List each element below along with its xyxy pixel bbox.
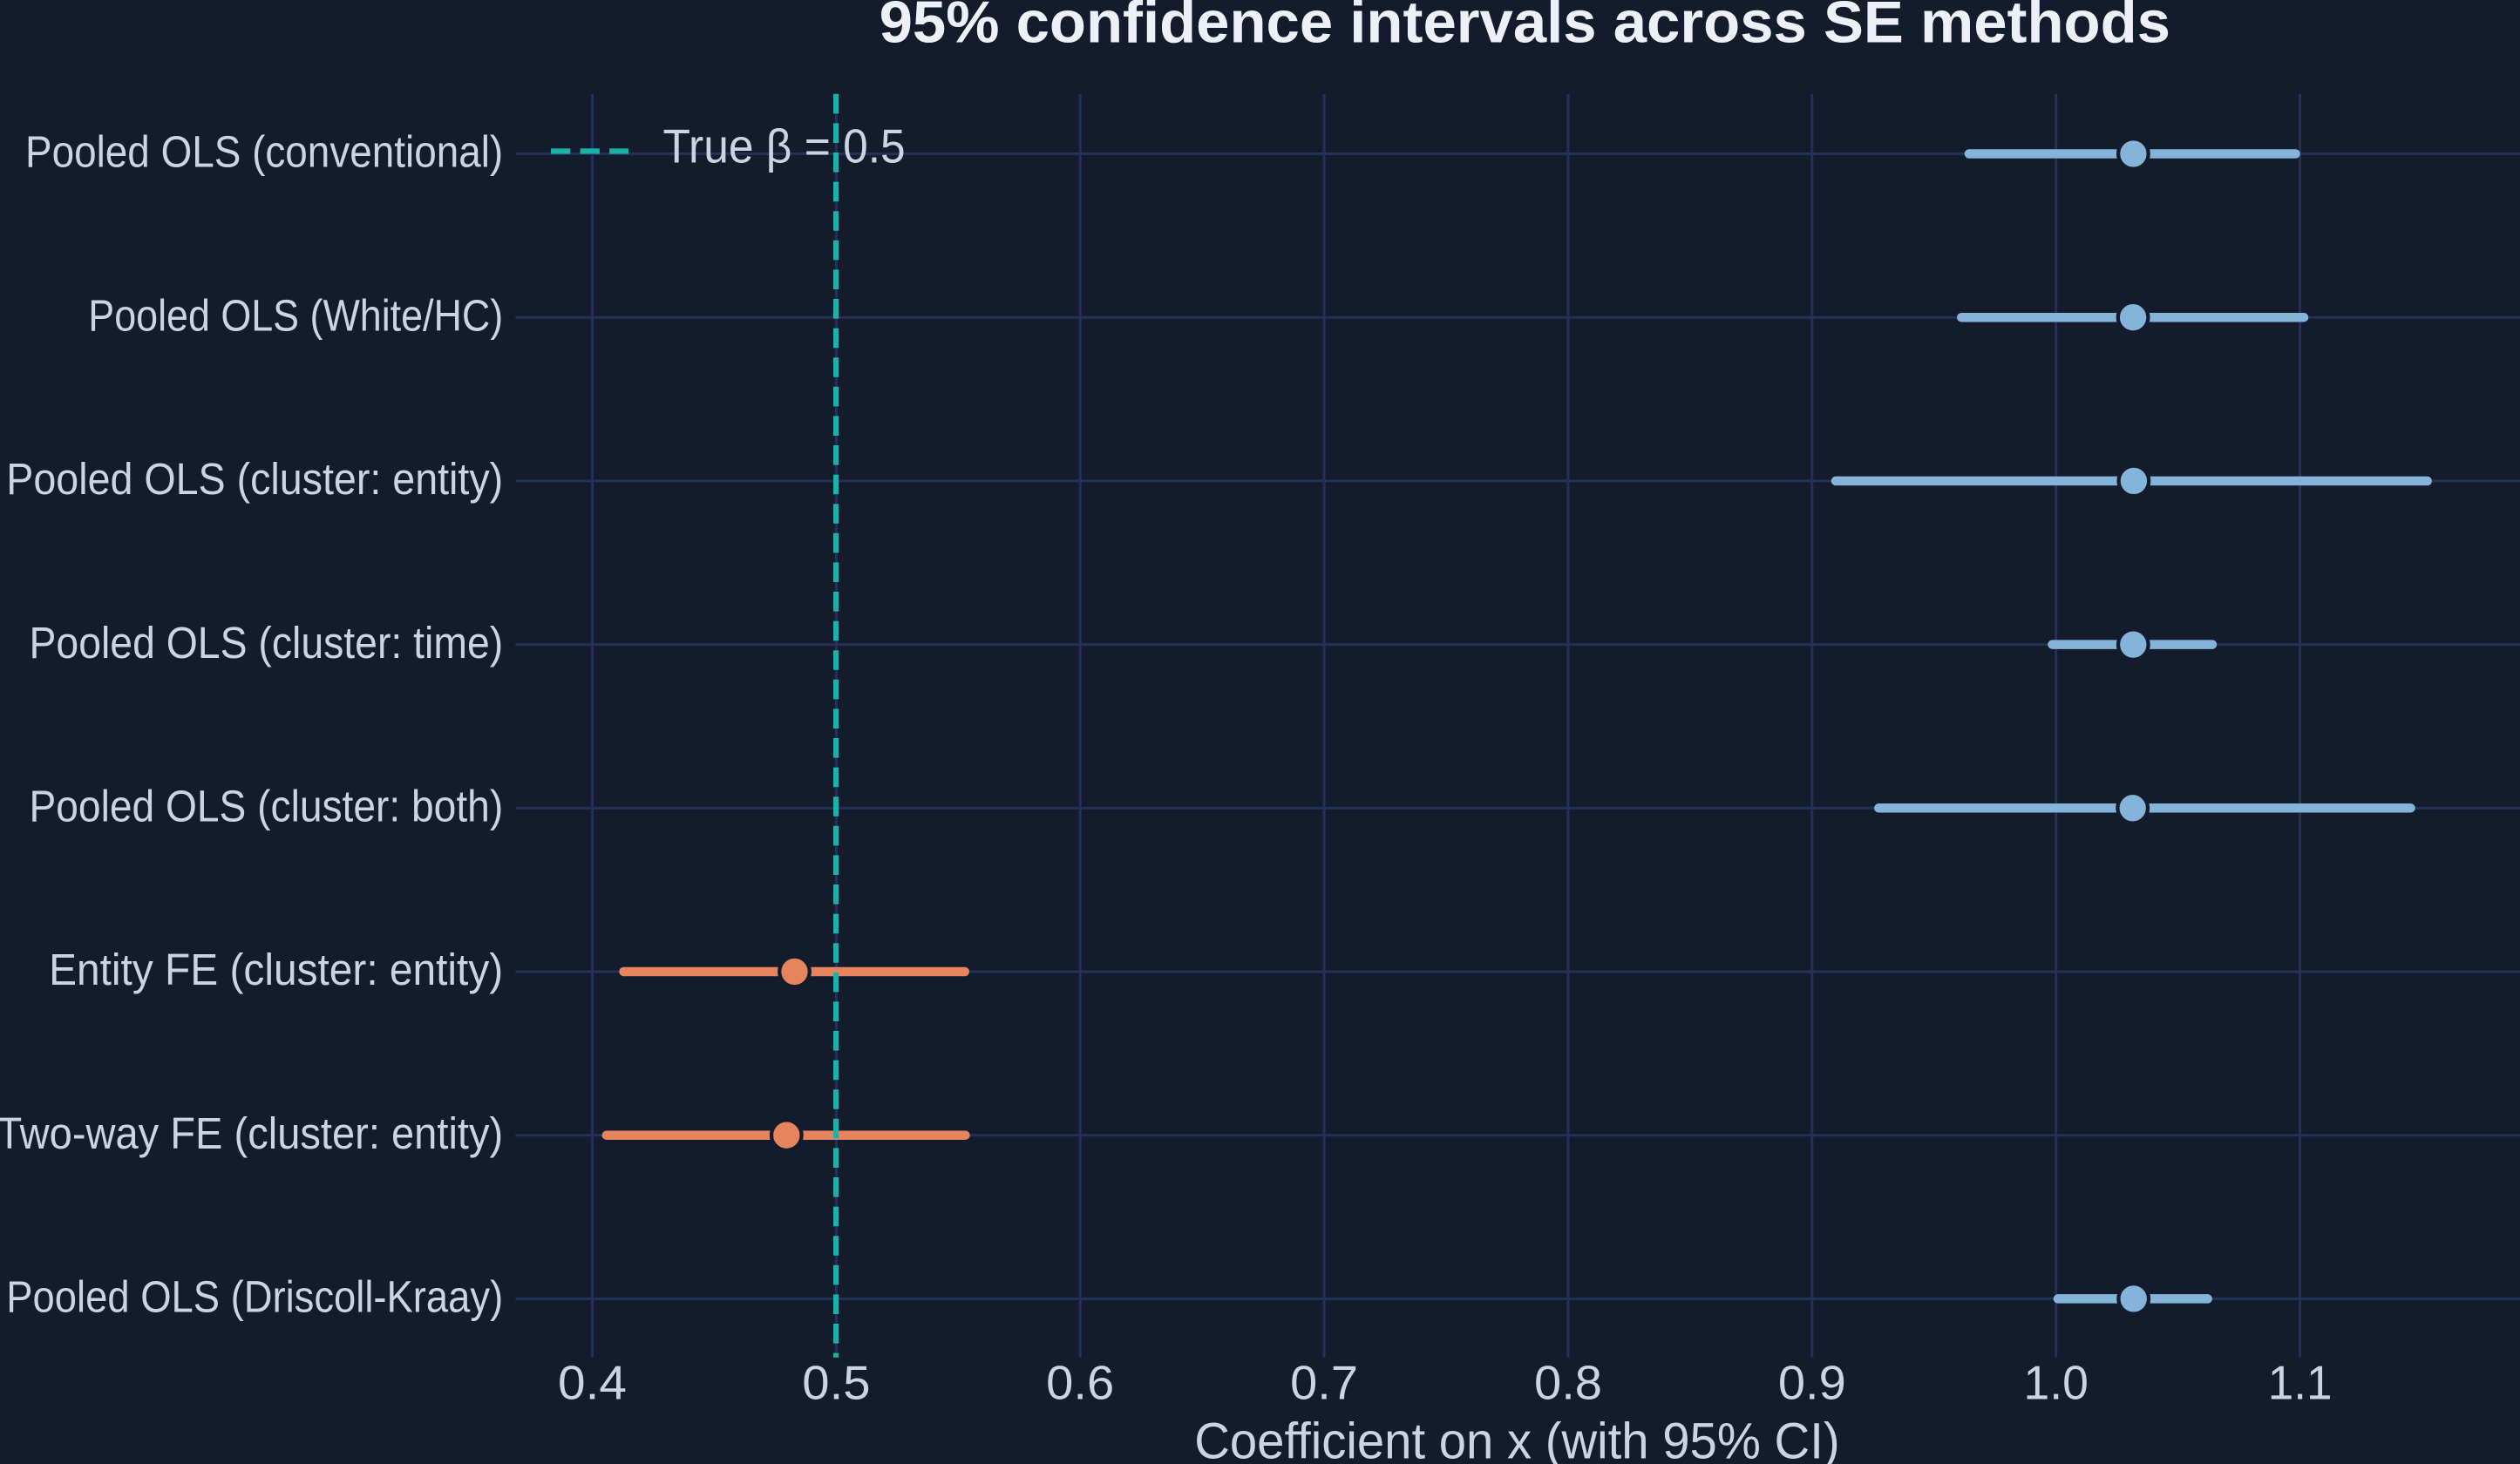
svg-text:0.5: 0.5 (802, 1357, 870, 1410)
svg-text:Pooled OLS (conventional): Pooled OLS (conventional) (25, 127, 503, 177)
svg-text:Pooled OLS (Driscoll-Kraay): Pooled OLS (Driscoll-Kraay) (6, 1272, 503, 1322)
svg-text:Two-way FE (cluster: entity): Two-way FE (cluster: entity) (0, 1108, 503, 1158)
svg-text:Pooled OLS (cluster: time): Pooled OLS (cluster: time) (30, 618, 504, 668)
svg-text:0.6: 0.6 (1046, 1357, 1114, 1410)
svg-text:Pooled OLS (White/HC): Pooled OLS (White/HC) (88, 290, 503, 340)
svg-text:Pooled OLS (cluster: both): Pooled OLS (cluster: both) (30, 782, 504, 831)
svg-text:Pooled OLS (cluster: entity): Pooled OLS (cluster: entity) (6, 454, 503, 504)
svg-text:0.7: 0.7 (1290, 1357, 1358, 1410)
svg-text:0.8: 0.8 (1534, 1357, 1602, 1410)
svg-text:95% confidence intervals acros: 95% confidence intervals across SE metho… (880, 0, 2170, 55)
svg-text:1.0: 1.0 (2024, 1357, 2089, 1410)
svg-text:Coefficient on x (with 95% CI): Coefficient on x (with 95% CI) (1194, 1413, 1839, 1464)
svg-text:True β = 0.5: True β = 0.5 (663, 120, 906, 173)
svg-text:1.1: 1.1 (2268, 1357, 2333, 1410)
svg-text:0.9: 0.9 (1778, 1357, 1846, 1410)
svg-text:0.4: 0.4 (558, 1357, 627, 1410)
svg-text:Entity FE (cluster: entity): Entity FE (cluster: entity) (49, 945, 503, 994)
